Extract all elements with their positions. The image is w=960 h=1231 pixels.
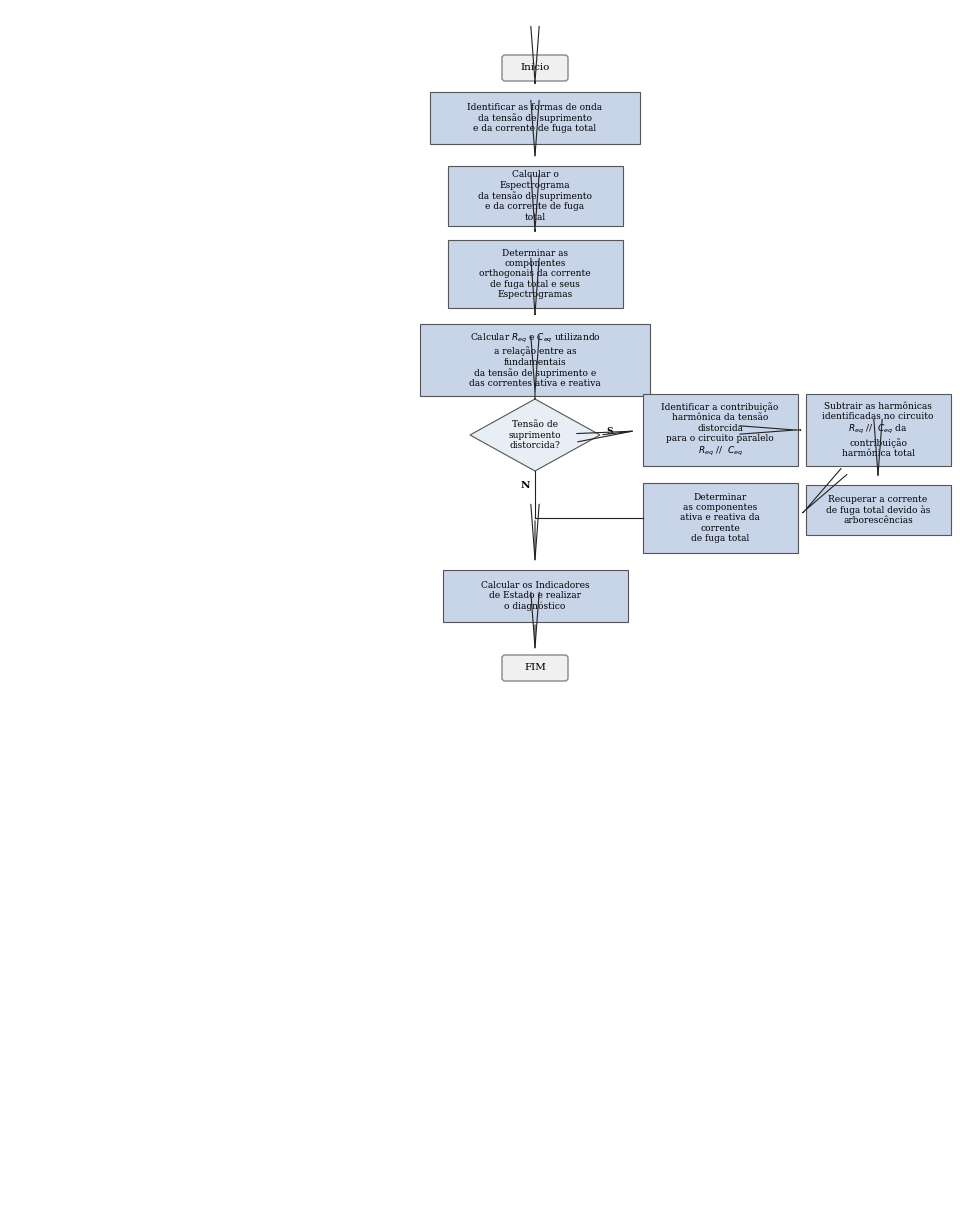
Text: Calcular os Indicadores
de Estado e realizar
o diagnóstico: Calcular os Indicadores de Estado e real… [481, 581, 589, 612]
Text: Identificar a contribuição
harmônica da tensão
distorcida
para o circuito parale: Identificar a contribuição harmônica da … [661, 403, 779, 458]
Polygon shape [470, 399, 600, 471]
Text: Determinar as
componentes
orthogonais da corrente
de fuga total e seus
Espectrog: Determinar as componentes orthogonais da… [479, 249, 590, 299]
Text: Início: Início [520, 64, 550, 73]
Text: Calcular $R_{eq}$ e $C_{eq}$ utilizando
a relação entre as
fundamentais
da tensã: Calcular $R_{eq}$ e $C_{eq}$ utilizando … [469, 331, 601, 388]
FancyBboxPatch shape [502, 55, 568, 81]
Text: Recuperar a corrente
de fuga total devido às
arborescências: Recuperar a corrente de fuga total devid… [826, 495, 930, 526]
Text: N: N [520, 481, 530, 490]
Bar [430, 92, 640, 144]
Text: Tensão de
suprimento
distorcida?: Tensão de suprimento distorcida? [509, 420, 562, 449]
Text: Determinar
as componentes
ativa e reativa da
corrente
de fuga total: Determinar as componentes ativa e reativ… [680, 492, 760, 543]
Bar [805, 394, 950, 467]
Text: Calcular o
Espectrograma
da tensão de suprimento
e da corrente de fuga
total: Calcular o Espectrograma da tensão de su… [478, 170, 592, 222]
Bar [443, 570, 628, 622]
Bar [642, 483, 798, 553]
Bar [447, 166, 622, 227]
Text: FIM: FIM [524, 664, 546, 672]
Text: Identificar as formas de onda
da tensão de suprimento
e da corrente de fuga tota: Identificar as formas de onda da tensão … [468, 102, 603, 133]
Bar [642, 394, 798, 467]
Text: Subtrair as harmônicas
identificadas no circuito
$R_{eq}$ //  $C_{eq}$ da
contri: Subtrair as harmônicas identificadas no … [823, 403, 934, 458]
Text: S: S [606, 426, 612, 436]
Bar [447, 240, 622, 308]
FancyBboxPatch shape [502, 655, 568, 681]
Bar [420, 324, 650, 396]
Bar [805, 485, 950, 535]
